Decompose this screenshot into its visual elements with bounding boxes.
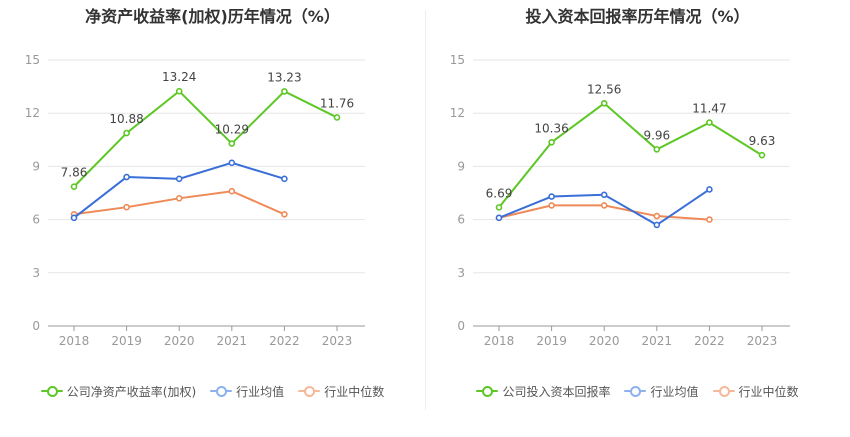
data-point[interactable] bbox=[175, 175, 183, 183]
y-tick-label: 0 bbox=[32, 319, 40, 333]
data-point[interactable] bbox=[175, 195, 183, 202]
legend-label: 行业均值 bbox=[650, 384, 699, 399]
y-tick-label: 9 bbox=[457, 159, 465, 173]
legend-item-industry-average[interactable]: 行业均值 bbox=[624, 383, 699, 400]
data-label: 9.96 bbox=[643, 128, 670, 142]
data-point[interactable] bbox=[653, 212, 661, 220]
legend-label: 行业中位数 bbox=[324, 384, 385, 399]
legend-label: 行业中位数 bbox=[738, 384, 799, 399]
data-point[interactable] bbox=[70, 214, 78, 222]
roic-chart-title: 投入资本回报率历年情况（%） bbox=[525, 7, 750, 26]
data-point[interactable] bbox=[706, 186, 713, 193]
y-tick-label: 3 bbox=[457, 266, 465, 280]
x-tick-label: 2021 bbox=[217, 334, 248, 348]
legend-swatch-icon bbox=[298, 385, 321, 397]
data-label: 9.63 bbox=[749, 134, 776, 148]
data-point[interactable] bbox=[175, 87, 183, 95]
data-label: 11.76 bbox=[320, 96, 354, 110]
data-point[interactable] bbox=[548, 138, 555, 146]
data-point[interactable] bbox=[548, 202, 555, 209]
y-tick-label: 9 bbox=[32, 159, 40, 173]
series-line bbox=[73, 190, 285, 216]
legend-item-industry-median[interactable]: 行业中位数 bbox=[298, 383, 384, 400]
data-point[interactable] bbox=[281, 175, 288, 183]
roe-chart-title: 净资产收益率(加权)历年情况（%） bbox=[85, 7, 340, 26]
series-line bbox=[498, 101, 763, 208]
data-label: 11.47 bbox=[692, 102, 726, 116]
roe-chart-svg: 0 3 6 9 12 15 2018 2019 2020 2021 2022 2023 7.86 10.8… bbox=[25, 53, 365, 348]
data-point[interactable] bbox=[495, 204, 503, 211]
x-tick-label: 2018 bbox=[484, 334, 515, 348]
x-tick-label: 2022 bbox=[269, 334, 300, 348]
x-tick-label: 2023 bbox=[747, 334, 778, 348]
legend-item-industry-average[interactable]: 行业均值 bbox=[210, 383, 284, 400]
series-line bbox=[73, 89, 338, 188]
data-point[interactable] bbox=[600, 202, 608, 209]
legend-label: 行业均值 bbox=[236, 384, 285, 399]
x-tick-label: 2022 bbox=[694, 334, 725, 348]
data-point[interactable] bbox=[706, 216, 713, 223]
y-tick-label: 15 bbox=[450, 53, 465, 67]
data-point[interactable] bbox=[653, 146, 661, 153]
data-label: 10.88 bbox=[109, 112, 143, 126]
data-point[interactable] bbox=[228, 140, 236, 147]
x-tick-label: 2018 bbox=[59, 334, 90, 348]
y-tick-label: 3 bbox=[32, 266, 40, 280]
data-point[interactable] bbox=[600, 99, 608, 107]
data-point[interactable] bbox=[706, 119, 713, 126]
data-point[interactable] bbox=[758, 151, 766, 159]
data-point[interactable] bbox=[653, 221, 661, 229]
legend-swatch-icon bbox=[40, 385, 63, 397]
panel-divider bbox=[425, 10, 426, 410]
x-tick-label: 2021 bbox=[642, 334, 673, 348]
data-point[interactable] bbox=[281, 210, 288, 218]
legend-swatch-icon bbox=[210, 385, 233, 397]
y-tick-label: 0 bbox=[457, 319, 465, 333]
data-label: 10.36 bbox=[534, 121, 568, 135]
data-label: 13.23 bbox=[267, 70, 301, 84]
data-point[interactable] bbox=[495, 214, 503, 222]
y-tick-label: 12 bbox=[25, 106, 40, 120]
data-point[interactable] bbox=[123, 203, 130, 211]
data-point[interactable] bbox=[228, 187, 236, 195]
roe-chart-panel: 净资产收益率(加权)历年情况（%） 0 3 6 9 12 15 2018 2019 2020 20… bbox=[0, 7, 425, 401]
x-tick-label: 2019 bbox=[536, 334, 567, 348]
data-point[interactable] bbox=[228, 159, 236, 167]
y-tick-label: 6 bbox=[457, 213, 465, 227]
legend-label: 公司净资产收益率(加权) bbox=[66, 384, 197, 399]
data-point[interactable] bbox=[281, 88, 288, 95]
data-label: 10.29 bbox=[215, 123, 249, 137]
data-point[interactable] bbox=[123, 129, 130, 137]
legend-swatch-icon bbox=[624, 385, 647, 397]
roic-chart-svg: 0 3 6 9 12 15 2018 2019 2020 2021 2022 2023 6.69 10.3… bbox=[450, 53, 790, 348]
data-point[interactable] bbox=[333, 114, 341, 121]
y-tick-label: 15 bbox=[25, 53, 40, 67]
roic-chart-panel: 投入资本回报率历年情况（%） 0 3 6 9 12 15 2018 2019 2020 2021 2… bbox=[425, 0, 850, 437]
data-point[interactable] bbox=[70, 183, 78, 190]
legend-label: 公司投入资本回报率 bbox=[502, 384, 611, 399]
x-tick-label: 2023 bbox=[322, 334, 353, 348]
x-tick-label: 2020 bbox=[589, 334, 620, 348]
legend-item-company-roic[interactable]: 公司投入资本回报率 bbox=[476, 383, 610, 400]
data-label: 12.56 bbox=[587, 82, 621, 96]
data-label: 13.24 bbox=[162, 70, 196, 84]
data-point[interactable] bbox=[548, 193, 555, 200]
data-label: 6.69 bbox=[486, 186, 513, 200]
data-point[interactable] bbox=[600, 191, 608, 199]
x-tick-label: 2019 bbox=[111, 334, 142, 348]
legend-item-industry-median[interactable]: 行业中位数 bbox=[712, 383, 799, 400]
y-tick-label: 6 bbox=[32, 213, 40, 227]
legend-swatch-icon bbox=[476, 385, 499, 397]
data-label: 7.86 bbox=[61, 166, 88, 180]
x-tick-label: 2020 bbox=[164, 334, 195, 348]
roic-chart-legend: 公司投入资本回报率 行业均值 行业中位数 bbox=[425, 381, 850, 401]
data-point[interactable] bbox=[123, 173, 130, 181]
legend-swatch-icon bbox=[712, 385, 735, 397]
legend-item-company-roe[interactable]: 公司净资产收益率(加权) bbox=[40, 383, 197, 400]
y-tick-label: 12 bbox=[450, 106, 465, 120]
roe-chart-legend: 公司净资产收益率(加权) 行业均值 行业中位数 bbox=[0, 381, 425, 401]
